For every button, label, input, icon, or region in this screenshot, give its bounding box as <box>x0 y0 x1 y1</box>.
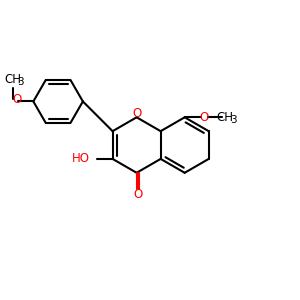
Text: CH: CH <box>4 73 21 86</box>
Text: CH: CH <box>217 111 234 124</box>
Text: O: O <box>133 188 142 201</box>
Text: O: O <box>132 107 141 120</box>
Text: 3: 3 <box>230 115 236 125</box>
Text: O: O <box>12 93 21 106</box>
Text: O: O <box>200 111 209 124</box>
Text: 3: 3 <box>17 76 24 87</box>
Text: HO: HO <box>72 152 90 165</box>
